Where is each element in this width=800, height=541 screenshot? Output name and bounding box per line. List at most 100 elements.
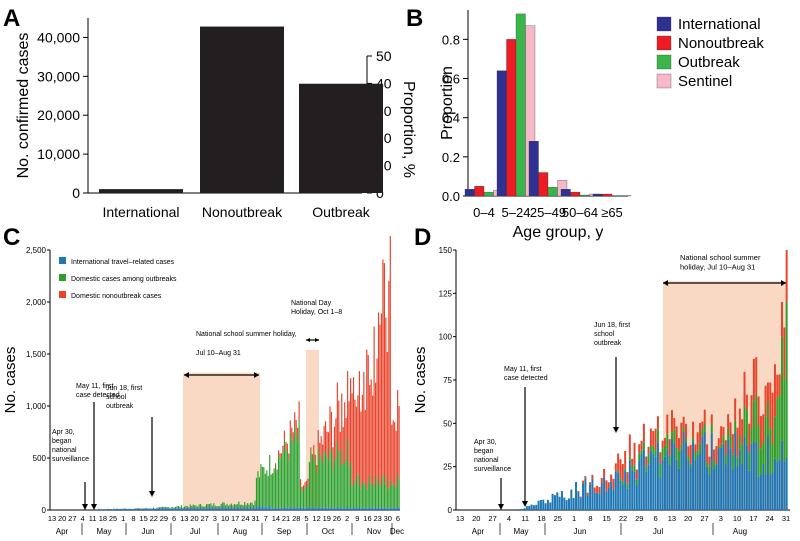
bar-outbreak-1 xyxy=(515,13,526,197)
x-tick-label: 18 xyxy=(99,514,107,523)
bar-intl xyxy=(304,507,306,510)
bar-intl xyxy=(144,508,146,510)
y-tick-label: 0.2 xyxy=(442,150,460,165)
bar-nonoutbreak xyxy=(663,437,666,446)
bar-outbreak xyxy=(654,450,657,457)
bar-intl xyxy=(347,506,349,510)
bar-outbreak xyxy=(172,507,174,509)
bar-outbreak xyxy=(214,505,216,508)
bar-intl xyxy=(286,507,288,510)
bar-intl xyxy=(556,492,559,510)
bar-nonoutbreak xyxy=(635,469,638,480)
bar-intl xyxy=(325,507,327,510)
bar-outbreak xyxy=(211,505,213,508)
bar-outbreak xyxy=(257,471,259,507)
x-tick-label: 4 xyxy=(80,514,84,523)
x-month-label: Aug xyxy=(233,527,247,536)
bar-outbreak xyxy=(750,428,753,444)
bar-intl xyxy=(575,482,578,510)
x-month-label: Jul xyxy=(190,527,200,536)
bar-outbreak xyxy=(227,505,230,508)
x-tick-label: 3 xyxy=(719,514,723,523)
bar-intl xyxy=(300,507,302,510)
bar-intl xyxy=(752,441,755,510)
bar-outbreak xyxy=(330,451,333,508)
bar-outbreak xyxy=(200,503,202,507)
bar-intl xyxy=(642,449,645,510)
bar-outbreak xyxy=(755,393,758,443)
bar-intl xyxy=(98,508,100,510)
bar-intl xyxy=(188,508,190,510)
bar-intl xyxy=(339,508,341,510)
bar-outbreak xyxy=(299,83,383,193)
bar-intl xyxy=(111,509,113,510)
bar-outbreak xyxy=(398,479,400,508)
bar-nonoutbreak xyxy=(394,422,396,485)
bar-nonoutbreak xyxy=(745,394,748,410)
bar-nonoutbreak xyxy=(743,371,746,407)
y-tick-label: 125 xyxy=(439,289,453,298)
bar-intl xyxy=(101,509,103,510)
bar-nonoutbreak xyxy=(703,409,706,424)
bar-outbreak xyxy=(310,450,312,507)
bar-nonoutbreak xyxy=(354,399,356,480)
bar-outbreak xyxy=(323,452,325,508)
bar-intl xyxy=(314,507,316,510)
bar-intl xyxy=(283,507,285,510)
bar-outbreak xyxy=(748,451,751,471)
bar-intl xyxy=(289,507,291,510)
x-month-label: Jun xyxy=(142,527,155,536)
bar-outbreak xyxy=(689,463,692,468)
bar-nonoutbreak xyxy=(369,385,371,475)
bar-outbreak xyxy=(360,488,362,509)
holiday-shading-summer xyxy=(183,372,260,510)
bar-intl xyxy=(330,507,333,510)
bar-outbreak xyxy=(170,507,172,509)
bar-intl xyxy=(701,436,704,510)
arrowhead xyxy=(663,280,668,286)
x-tick-label: 19 xyxy=(323,514,331,523)
y-tick-label: 0.4 xyxy=(442,111,460,126)
bar-intl xyxy=(204,508,206,510)
bar-outbreak xyxy=(364,484,366,508)
bar-outbreak-3 xyxy=(579,194,590,197)
bar-outbreak xyxy=(682,427,685,432)
bar-intl xyxy=(729,448,732,510)
bar-intl xyxy=(157,507,159,510)
x-tick-label: International xyxy=(102,204,179,220)
legend-label: International travel–related cases xyxy=(71,259,175,266)
bar-intl xyxy=(263,506,265,510)
bar-outbreak xyxy=(236,504,238,508)
bar-outbreak xyxy=(251,502,253,507)
bar-nonoutbreak xyxy=(313,445,315,454)
bar-nonoutbreak xyxy=(316,465,318,473)
bar-intl xyxy=(173,508,175,510)
bar-intl xyxy=(280,507,283,510)
x-month-label: Oct xyxy=(322,527,335,536)
bar-outbreak xyxy=(327,459,330,508)
bar-intl xyxy=(352,507,355,510)
bar-intl xyxy=(264,507,266,510)
bar-intl xyxy=(183,507,185,510)
bar-intl xyxy=(179,508,181,510)
annotation-arrowhead xyxy=(522,501,528,507)
bar-nonoutbreak xyxy=(626,472,629,484)
bar-nonoutbreak xyxy=(752,358,755,401)
annotation-summer-holiday: National school summer holiday, xyxy=(196,331,297,338)
bar-intl xyxy=(631,469,634,510)
bar-intl xyxy=(176,507,178,510)
bar-outbreak xyxy=(344,462,346,509)
bar-nonoutbreak xyxy=(304,482,306,488)
bar-intl xyxy=(584,478,587,510)
bar-intl xyxy=(305,507,308,510)
bar-intl xyxy=(375,507,377,510)
bar-intl xyxy=(727,440,730,510)
bar-intl xyxy=(335,507,337,510)
bar-intl xyxy=(107,508,109,510)
bar-outbreak xyxy=(659,463,662,478)
bar-outbreak xyxy=(189,504,191,507)
bar-nonoutbreak xyxy=(376,358,378,482)
x-month-label: Nov xyxy=(367,527,381,536)
bar-outbreak xyxy=(638,453,641,461)
bar-outbreak xyxy=(619,478,622,481)
